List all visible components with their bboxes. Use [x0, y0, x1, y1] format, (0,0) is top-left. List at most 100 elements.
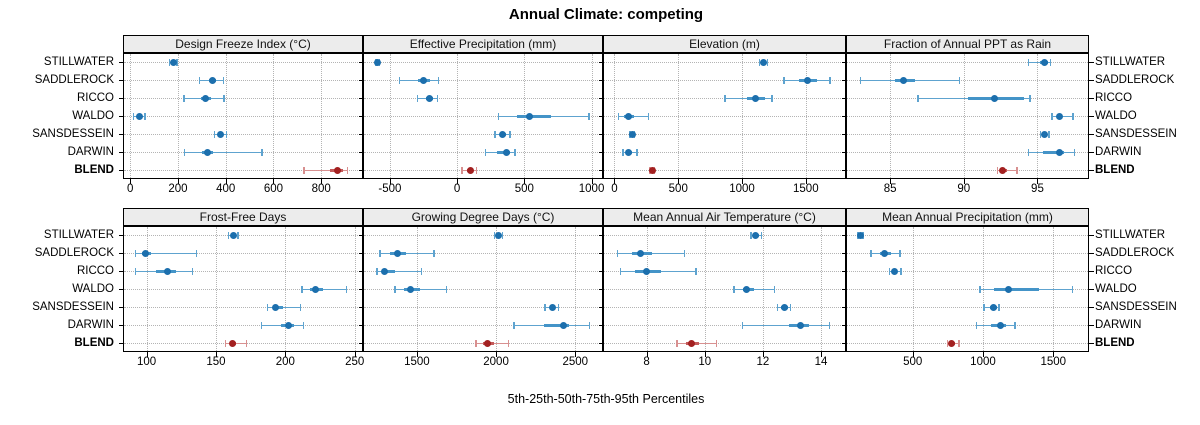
percentile-marker-sansdessein-cap-low [983, 303, 985, 311]
gridline-horizontal [847, 62, 1088, 63]
x-tick-mark [354, 352, 356, 357]
row-label-right-ricco: RICCO [1095, 264, 1133, 277]
gridline-horizontal [124, 325, 362, 326]
percentile-marker-ricco-cap-high [420, 267, 423, 275]
percentile-marker-stillwater-median-dot [752, 231, 760, 239]
x-tick-label: 400 [216, 183, 236, 195]
percentile-marker-saddlerock-cap-low [783, 76, 785, 84]
percentile-marker-waldo-median-dot [312, 285, 320, 293]
row-label-left-stillwater: STILLWATER [43, 55, 114, 68]
x-tick-mark [982, 352, 984, 357]
percentile-marker-sansdessein-cap-low [544, 303, 546, 311]
panel-strip-mean-annual-air-temperature-c-: Mean Annual Air Temperature (°C) [603, 208, 846, 226]
percentile-marker-blend-median-dot [466, 166, 474, 174]
percentile-marker-saddlerock-cap-high [683, 249, 686, 257]
percentile-marker-saddlerock-median-dot [209, 76, 217, 84]
x-tick-label: 0 [453, 183, 461, 195]
percentile-marker-blend-range [225, 342, 247, 344]
x-tick-label: 500 [668, 183, 688, 195]
gridline-horizontal [364, 134, 602, 135]
percentile-marker-waldo-cap-high [345, 285, 348, 293]
row-label-left-saddlerock: SADDLEROCK [34, 73, 114, 86]
y-tick-mark [599, 271, 604, 272]
y-tick-mark [1089, 253, 1094, 254]
percentile-marker-saddlerock-cap-low [198, 76, 201, 84]
y-tick-mark [599, 253, 604, 254]
percentile-marker-blend-median-dot [648, 166, 656, 174]
percentile-marker-saddlerock-median-dot [637, 249, 645, 257]
percentile-marker-darwin-cap-high [514, 148, 516, 156]
gridline-horizontal [124, 343, 362, 344]
y-tick-mark [359, 289, 364, 290]
x-tick-label: -500 [378, 183, 402, 195]
gridline-horizontal [364, 152, 602, 153]
x-tick-mark [742, 179, 744, 184]
gridline-horizontal [364, 116, 602, 117]
percentile-marker-blend-cap-low [224, 339, 227, 347]
x-tick-mark [1037, 179, 1039, 184]
row-label-left-darwin: DARWIN [67, 145, 114, 158]
gridline-horizontal [847, 116, 1088, 117]
percentile-marker-ricco-cap-high [900, 267, 902, 275]
y-tick-mark [842, 253, 847, 254]
percentile-marker-waldo-cap-low [497, 112, 500, 120]
gridline-horizontal [364, 253, 602, 254]
percentile-marker-darwin-range [742, 324, 830, 326]
x-tick-label: 150 [206, 356, 226, 368]
x-tick-label: 600 [263, 183, 284, 195]
x-tick-label: 1500 [1040, 356, 1067, 368]
gridline-horizontal [847, 271, 1088, 272]
panel-strip-label: Mean Annual Precipitation (mm) [882, 210, 1053, 224]
y-tick-mark [119, 307, 124, 308]
panel-strip-label: Elevation (m) [689, 37, 760, 51]
percentile-marker-saddlerock-median-dot [803, 76, 811, 84]
percentile-marker-sansdessein-median-dot [1041, 130, 1049, 138]
x-tick-label: 2500 [562, 356, 589, 368]
panel-strip-elevation-m-: Elevation (m) [603, 35, 846, 53]
row-label-left-waldo: WALDO [72, 282, 114, 295]
row-label-right-waldo: WALDO [1095, 109, 1137, 122]
y-tick-mark [119, 152, 124, 153]
percentile-marker-waldo-cap-high [1072, 112, 1074, 120]
y-tick-mark [119, 62, 124, 63]
y-tick-mark [359, 170, 364, 171]
percentile-marker-sansdessein-cap-low [776, 303, 779, 311]
gridline-horizontal [604, 62, 845, 63]
panel-strip-label: Design Freeze Index (°C) [175, 37, 311, 51]
percentile-marker-blend-range [304, 169, 348, 171]
percentile-marker-ricco-median-dot [891, 267, 899, 275]
percentile-marker-sansdessein-cap-low [266, 303, 269, 311]
percentile-marker-waldo-median-dot [624, 112, 632, 120]
row-label-right-darwin: DARWIN [1095, 145, 1142, 158]
percentile-marker-waldo-median-dot [1004, 285, 1012, 293]
x-tick-mark [762, 352, 764, 357]
y-tick-mark [842, 152, 847, 153]
percentile-marker-saddlerock-median-dot [393, 249, 401, 257]
x-tick-mark [805, 179, 807, 184]
percentile-marker-ricco-median-dot [163, 267, 171, 275]
gridline-horizontal [124, 98, 362, 99]
percentile-marker-waldo-cap-high [1071, 285, 1074, 293]
gridline-horizontal [847, 325, 1088, 326]
x-tick-label: 250 [345, 356, 365, 368]
row-label-right-stillwater: STILLWATER [1095, 55, 1166, 68]
y-tick-mark [359, 116, 364, 117]
x-tick-label: 1500 [404, 356, 430, 368]
x-tick-mark [678, 179, 680, 184]
y-tick-mark [599, 289, 604, 290]
row-label-left-sansdessein: SANSDESSEIN [32, 127, 114, 140]
percentile-marker-stillwater-cap-low [168, 58, 171, 66]
panel-strip-label: Effective Precipitation (mm) [409, 37, 557, 51]
percentile-marker-saddlerock-cap-high [437, 76, 440, 84]
percentile-marker-blend-cap-high [958, 339, 960, 347]
row-label-right-blend: BLEND [1095, 336, 1135, 349]
y-tick-mark [359, 307, 364, 308]
gridline-horizontal [124, 235, 362, 236]
row-label-left-blend: BLEND [74, 163, 114, 176]
percentile-marker-stillwater-cap-high [176, 58, 178, 66]
percentile-marker-ricco-median-dot [201, 94, 209, 102]
y-tick-mark [842, 80, 847, 81]
percentile-marker-stillwater-cap-low [1027, 58, 1030, 66]
percentile-marker-sansdessein-cap-low [494, 130, 496, 138]
percentile-marker-ricco-range [377, 270, 422, 272]
